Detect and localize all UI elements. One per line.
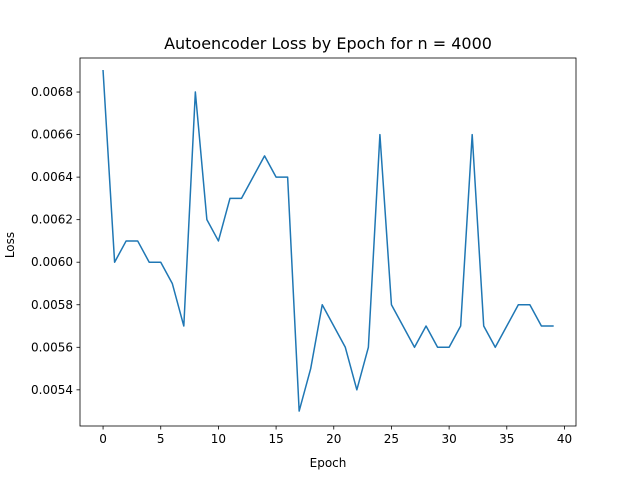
y-tick-label: 0.0066 [31, 128, 73, 142]
x-tick-label: 25 [384, 432, 399, 446]
x-axis-label: Epoch [310, 456, 347, 470]
y-tick-label: 0.0060 [31, 255, 73, 269]
series-line-0 [102, 69, 554, 412]
x-tick-label: 30 [441, 432, 456, 446]
axes-frame [79, 57, 577, 427]
x-tick-label: 0 [99, 432, 107, 446]
x-tick-label: 20 [326, 432, 341, 446]
x-tick-label: 35 [499, 432, 514, 446]
y-tick-label: 0.0058 [31, 298, 73, 312]
x-tick-label: 5 [157, 432, 165, 446]
chart-title: Autoencoder Loss by Epoch for n = 4000 [164, 34, 492, 53]
y-tick-label: 0.0056 [31, 340, 73, 354]
y-axis-label: Loss [3, 232, 17, 258]
x-tick-label: 40 [557, 432, 572, 446]
x-tick-label: 15 [268, 432, 283, 446]
y-tick-label: 0.0064 [31, 170, 73, 184]
x-tick-label: 10 [211, 432, 226, 446]
y-tick-label: 0.0062 [31, 213, 73, 227]
plot-area: 0 5 10 15 20 25 30 35 40 0.0054 0.0056 0.0058 0.0060… [31, 57, 577, 446]
y-tick-label: 0.0068 [31, 85, 73, 99]
y-tick-label: 0.0054 [31, 383, 73, 397]
